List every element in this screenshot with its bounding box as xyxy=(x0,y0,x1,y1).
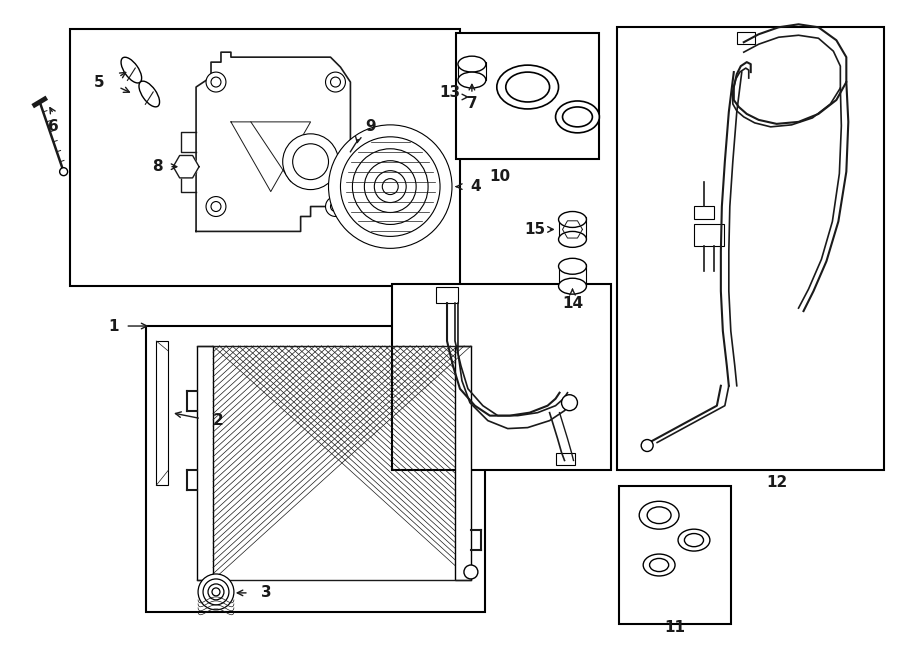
Bar xyxy=(69,29,460,286)
Text: 7: 7 xyxy=(466,97,477,112)
Text: 4: 4 xyxy=(470,179,481,194)
Ellipse shape xyxy=(555,101,599,133)
Bar xyxy=(694,225,724,247)
Ellipse shape xyxy=(121,58,141,83)
Circle shape xyxy=(562,395,578,410)
Circle shape xyxy=(464,565,478,579)
Circle shape xyxy=(212,588,220,596)
Text: 5: 5 xyxy=(94,75,104,89)
Circle shape xyxy=(208,584,224,600)
Circle shape xyxy=(374,171,406,202)
Ellipse shape xyxy=(497,65,559,109)
Circle shape xyxy=(326,72,346,92)
Bar xyxy=(455,346,471,580)
Bar xyxy=(197,346,213,580)
Bar xyxy=(559,217,587,239)
Text: 14: 14 xyxy=(562,295,583,311)
Circle shape xyxy=(211,77,221,87)
Bar xyxy=(617,27,884,471)
Circle shape xyxy=(330,202,340,212)
Circle shape xyxy=(203,579,229,605)
Bar xyxy=(559,264,587,286)
Ellipse shape xyxy=(684,533,704,547)
Circle shape xyxy=(340,137,440,237)
Bar xyxy=(555,453,575,465)
Text: 12: 12 xyxy=(766,475,788,490)
Bar xyxy=(694,206,714,219)
Circle shape xyxy=(330,77,340,87)
Bar xyxy=(157,341,168,485)
Polygon shape xyxy=(196,52,350,231)
Circle shape xyxy=(206,72,226,92)
Circle shape xyxy=(364,161,416,212)
Bar xyxy=(392,284,611,471)
Text: 2: 2 xyxy=(213,413,224,428)
Ellipse shape xyxy=(639,501,679,529)
Bar xyxy=(436,287,458,303)
Bar xyxy=(619,486,731,624)
Polygon shape xyxy=(173,155,199,178)
Bar xyxy=(456,33,599,159)
Ellipse shape xyxy=(458,56,486,72)
Text: 15: 15 xyxy=(524,222,545,237)
Text: 1: 1 xyxy=(108,319,119,334)
Text: 10: 10 xyxy=(490,169,510,184)
Text: 6: 6 xyxy=(49,120,59,134)
Ellipse shape xyxy=(678,529,710,551)
Ellipse shape xyxy=(506,72,550,102)
Circle shape xyxy=(328,125,452,249)
Ellipse shape xyxy=(562,107,592,127)
Bar xyxy=(737,32,755,44)
Ellipse shape xyxy=(559,231,587,247)
Circle shape xyxy=(382,178,398,194)
Bar xyxy=(458,62,486,80)
Ellipse shape xyxy=(559,278,587,294)
Ellipse shape xyxy=(458,72,486,88)
Text: 11: 11 xyxy=(664,620,686,635)
Circle shape xyxy=(292,144,328,180)
Circle shape xyxy=(326,196,346,217)
Circle shape xyxy=(211,202,221,212)
Text: 9: 9 xyxy=(365,120,375,134)
Ellipse shape xyxy=(559,258,587,274)
Ellipse shape xyxy=(559,212,587,227)
Circle shape xyxy=(283,134,338,190)
Circle shape xyxy=(353,149,428,225)
Text: 13: 13 xyxy=(439,85,461,100)
Bar xyxy=(348,142,370,157)
Circle shape xyxy=(641,440,653,451)
Circle shape xyxy=(206,196,226,217)
Ellipse shape xyxy=(139,81,159,107)
Text: 8: 8 xyxy=(152,159,163,175)
Text: 3: 3 xyxy=(261,586,272,600)
Ellipse shape xyxy=(650,559,669,572)
Circle shape xyxy=(198,574,234,610)
Ellipse shape xyxy=(644,554,675,576)
Bar xyxy=(147,326,485,612)
Ellipse shape xyxy=(647,507,671,524)
Circle shape xyxy=(59,168,68,176)
